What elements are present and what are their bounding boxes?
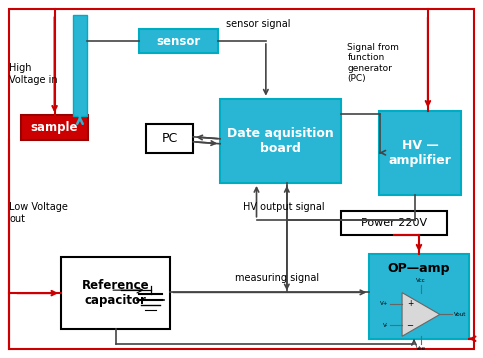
Polygon shape (402, 292, 440, 336)
Bar (145, 125, 193, 153)
Bar (21, 116, 88, 140)
Text: V+: V+ (380, 301, 388, 306)
Text: V-: V- (383, 323, 388, 328)
Text: Power 220V: Power 220V (361, 218, 427, 228)
Text: Vee: Vee (416, 346, 426, 351)
Text: PC: PC (161, 132, 178, 145)
Text: HV —
amplifier: HV — amplifier (388, 139, 452, 167)
Bar (73, 15, 87, 116)
Bar (341, 211, 447, 234)
Text: Low Voltage
out: Low Voltage out (9, 202, 68, 223)
Text: Vout: Vout (454, 312, 466, 317)
Text: sensor signal: sensor signal (226, 19, 291, 29)
Text: HV output signal: HV output signal (243, 202, 325, 212)
Bar (220, 98, 341, 183)
Bar (61, 257, 170, 329)
Text: sample: sample (31, 121, 78, 134)
Bar (379, 111, 461, 195)
Text: OP—amp: OP—amp (388, 262, 450, 275)
Text: High
Voltage in: High Voltage in (9, 63, 58, 84)
Text: Date aquisition
board: Date aquisition board (227, 127, 334, 155)
Text: Signal from
function
generator
(PC): Signal from function generator (PC) (347, 43, 399, 83)
Text: sensor: sensor (156, 35, 200, 48)
Text: measuring signal: measuring signal (235, 273, 319, 283)
Bar (139, 29, 218, 53)
Text: Reference
capacitor: Reference capacitor (82, 279, 150, 307)
Text: −: − (407, 321, 413, 330)
Text: Vcc: Vcc (416, 278, 426, 283)
Text: +: + (407, 299, 413, 308)
Bar (369, 255, 469, 339)
